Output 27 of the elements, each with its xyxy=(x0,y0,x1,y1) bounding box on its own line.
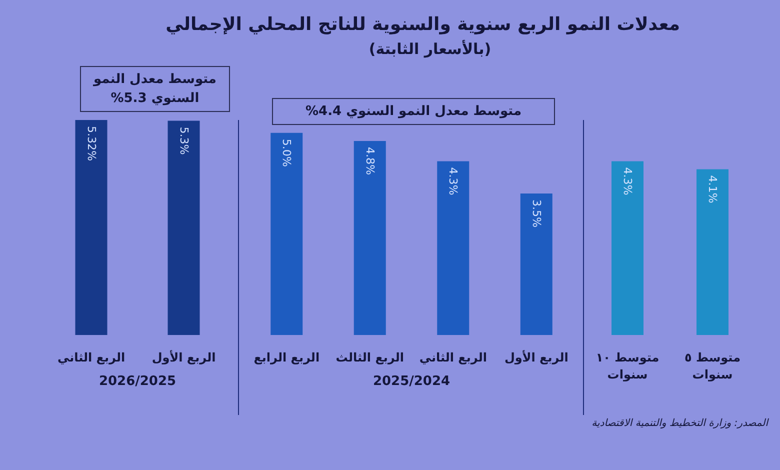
chart-title: معدلات النمو الربع سنوية والسنوية للناتج المحلي الإجمالي xyxy=(166,13,680,37)
chart-subtitle: (بالأسعار الثابتة) xyxy=(368,38,492,60)
data-label: 4.8% xyxy=(363,147,376,175)
data-label: 5.32% xyxy=(84,126,98,161)
x-tick-label: الربع الأول xyxy=(504,350,568,364)
bar xyxy=(270,132,303,335)
data-label: 4.1% xyxy=(706,175,719,204)
x-tick-label: الربع الثاني xyxy=(419,350,487,364)
bar xyxy=(520,194,552,335)
x-tick-label: الربع الأول xyxy=(152,350,216,364)
data-label: 4.3% xyxy=(446,167,460,196)
x-axis-title: 2025/2024 xyxy=(372,374,450,389)
data-label: 5.3% xyxy=(177,126,190,155)
data-label: 4.3% xyxy=(621,167,634,196)
x-axis-title: 2026/2025 xyxy=(98,374,176,389)
text: متوسط معدل النمو السنوي 5.3% xyxy=(80,66,230,112)
data-label: 3.5% xyxy=(530,200,543,228)
x-tick-label: الربع الرابع xyxy=(254,350,320,364)
text: متوسط معدل النمو السنوي 4.4% xyxy=(272,98,555,125)
bar xyxy=(354,141,386,335)
x-tick-label: متوسط ١٠ سنوات xyxy=(596,350,660,382)
bar xyxy=(437,161,470,335)
x-tick-label: الربع الثاني xyxy=(57,350,126,364)
x-tick-label: متوسط ٥ سنوات xyxy=(684,350,741,382)
data-label: 5.0% xyxy=(280,138,294,167)
text: المصدر: وزارة التخطيط والتنمية الاقتصادية xyxy=(592,418,768,429)
x-tick-label: الربع الثالث xyxy=(336,350,404,364)
